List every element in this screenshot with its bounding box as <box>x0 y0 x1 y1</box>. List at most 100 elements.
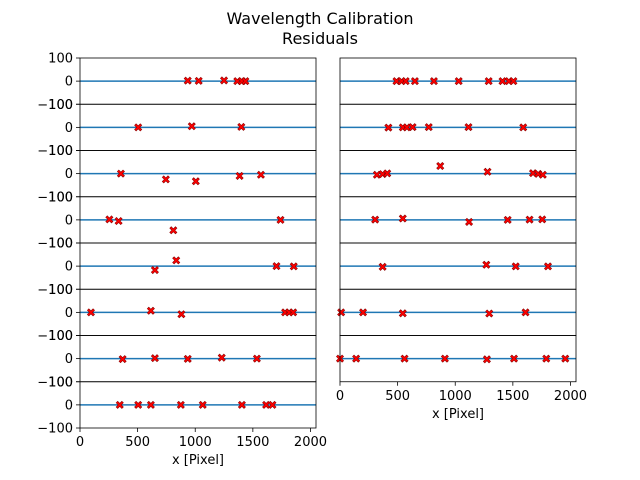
plot-area: −1000100−1000100−1000100−1000100−1000100… <box>37 52 587 469</box>
y-tick-label: −100 <box>37 329 73 344</box>
x-tick-label: 500 <box>385 389 410 404</box>
residual-point <box>217 353 226 362</box>
residual-point <box>116 169 125 178</box>
x-tick-label: 500 <box>125 435 150 450</box>
left-row-4: −100 0 100 <box>37 190 317 252</box>
right-column: 0 500 1000 1500 2000 x [Pixel] <box>335 57 587 422</box>
residual-point <box>172 256 181 265</box>
residual-point <box>235 171 244 180</box>
residual-point <box>400 354 409 363</box>
residual-point <box>543 262 553 271</box>
residual-point <box>383 169 392 178</box>
residual-point <box>465 217 474 226</box>
residual-point <box>436 161 445 171</box>
y-tick-label: 100 <box>48 329 73 344</box>
residual-point <box>482 355 491 364</box>
left-row-5: −100 0 100 <box>37 237 317 298</box>
residual-point <box>542 354 551 363</box>
residual-point <box>134 123 143 132</box>
residual-point <box>521 308 530 317</box>
residual-point <box>429 77 438 86</box>
residual-point <box>176 400 185 409</box>
residual-point <box>511 262 520 271</box>
residual-point <box>187 122 196 131</box>
left-row-7: −100 0 100 <box>37 329 317 390</box>
left-row-2: −100 0 100 <box>37 98 317 159</box>
left-column: −1000100−1000100−1000100−1000100−1000100… <box>37 52 327 469</box>
residual-point <box>398 214 407 223</box>
residual-point <box>289 308 298 317</box>
residual-point <box>359 308 368 317</box>
right-row-7 <box>335 335 577 383</box>
y-tick-label: −100 <box>37 237 73 252</box>
right-row-4 <box>339 196 577 244</box>
residual-point <box>410 77 419 86</box>
x-tick-label: 0 <box>336 389 344 404</box>
residual-point <box>352 354 361 363</box>
residual-point <box>105 215 114 224</box>
residual-point <box>150 354 159 363</box>
y-tick-label: −100 <box>37 98 73 113</box>
residual-point <box>509 77 518 86</box>
residual-point <box>483 167 492 176</box>
residual-point <box>177 310 186 319</box>
y-tick-label: −100 <box>37 422 73 437</box>
residual-point <box>118 355 127 364</box>
residual-point <box>440 354 449 363</box>
residual-point <box>169 226 178 235</box>
residual-point <box>484 77 493 86</box>
right-row-3 <box>339 150 577 198</box>
y-tick-label: 0 <box>65 352 73 367</box>
residual-point <box>482 260 491 269</box>
y-tick-label: −100 <box>37 144 73 159</box>
y-tick-label: −100 <box>37 283 73 298</box>
y-tick-label: 0 <box>65 213 73 228</box>
right-row-1 <box>339 57 577 105</box>
residual-point <box>408 123 417 132</box>
residual-point <box>485 309 494 318</box>
residual-point <box>276 215 285 224</box>
residual-point <box>237 400 246 409</box>
x-tick-label: 2000 <box>294 435 327 450</box>
figure-title-line2: Residuals <box>282 29 358 48</box>
residual-point <box>198 400 207 409</box>
residual-point <box>337 308 346 317</box>
y-tick-label: 0 <box>65 306 73 321</box>
right-row-6 <box>337 288 577 336</box>
y-tick-label: 100 <box>48 190 73 205</box>
y-tick-label: 0 <box>65 75 73 90</box>
residual-point <box>194 76 203 85</box>
residual-point <box>519 123 528 132</box>
x-tick-label: 1500 <box>496 389 529 404</box>
left-row-6: −100 0 100 <box>37 283 317 344</box>
residual-point <box>183 354 192 363</box>
residual-point <box>424 123 433 132</box>
residual-point <box>146 306 155 315</box>
y-tick-label: −100 <box>37 375 73 390</box>
residual-point <box>509 354 519 363</box>
right-row-5 <box>339 242 577 290</box>
x-tick-label: 1500 <box>236 435 269 450</box>
residual-point <box>114 217 123 226</box>
y-tick-label: 0 <box>65 167 73 182</box>
y-tick-label: 0 <box>65 398 73 413</box>
residual-point <box>538 170 547 179</box>
residual-point <box>256 170 265 179</box>
x-tick-label: 1000 <box>439 389 472 404</box>
left-row-1: −100 0 100 <box>37 52 317 113</box>
y-tick-label: 0 <box>65 260 73 275</box>
residual-point <box>146 400 155 409</box>
residual-point <box>561 354 570 363</box>
residual-point <box>401 77 410 86</box>
residual-point <box>398 309 407 318</box>
y-tick-label: 100 <box>48 98 73 113</box>
y-tick-label: 100 <box>48 52 73 67</box>
x-axis-label: x [Pixel] <box>172 453 224 468</box>
residual-point <box>150 266 159 275</box>
y-tick-label: −100 <box>37 190 73 205</box>
residual-point <box>454 77 463 86</box>
subplot-frame <box>339 335 577 383</box>
x-tick-label: 1000 <box>179 435 212 450</box>
y-tick-label: 100 <box>48 375 73 390</box>
